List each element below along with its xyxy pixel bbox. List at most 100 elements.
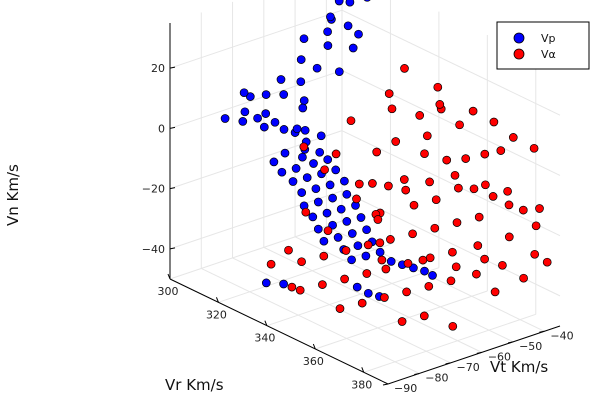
data-point-valpha [442, 155, 452, 165]
data-point-valpha [422, 131, 432, 141]
data-point-vp [240, 107, 250, 117]
legend-box [496, 21, 590, 70]
data-point-valpha [408, 229, 417, 239]
data-point-vp [309, 159, 318, 168]
data-point-vp [420, 266, 429, 276]
data-point-valpha [299, 142, 309, 152]
data-point-vp [347, 229, 357, 238]
data-point-vp [277, 167, 287, 177]
grid-line-x-floor [169, 220, 343, 280]
y-tick-label: −70 [457, 361, 480, 374]
y-tick-label: −80 [425, 371, 448, 384]
data-point-vp [280, 148, 290, 158]
data-point-vp [259, 122, 269, 132]
data-point-valpha [391, 137, 401, 146]
data-point-vp [352, 282, 362, 292]
data-point-vp [298, 103, 308, 113]
x-axis-label: Vr Km/s [165, 376, 224, 394]
z-tick-mark [169, 247, 176, 250]
data-point-vp [342, 189, 352, 199]
data-point-valpha [446, 276, 456, 286]
data-point-vp [253, 113, 262, 123]
grid-line-z-side [169, 130, 343, 190]
data-point-vp [291, 164, 301, 173]
data-point-vp [312, 63, 322, 73]
data-point-valpha [433, 82, 443, 92]
data-point-vp [311, 184, 321, 194]
grid-line-z-side [169, 190, 343, 250]
data-point-vp [328, 193, 337, 203]
data-point-vp [302, 173, 312, 182]
data-point-valpha [284, 245, 293, 255]
data-point-vp [300, 125, 310, 135]
data-point-valpha [363, 240, 373, 250]
data-point-vp [375, 247, 385, 257]
data-point-valpha [530, 249, 540, 259]
data-point-valpha [435, 100, 445, 109]
data-point-vp [238, 117, 248, 126]
data-point-valpha [386, 235, 395, 244]
data-point-valpha [375, 238, 385, 248]
data-point-valpha [340, 274, 349, 284]
legend-marker-valpha [513, 48, 525, 60]
data-point-valpha [401, 185, 411, 195]
data-point-valpha [480, 254, 489, 264]
data-point-vp [323, 27, 332, 37]
data-point-valpha [535, 204, 544, 213]
data-point-valpha [455, 120, 464, 130]
grid-line-x-floor [266, 267, 440, 327]
data-point-valpha [323, 226, 333, 236]
data-point-valpha [384, 89, 394, 98]
data-point-valpha [498, 260, 507, 270]
data-point-valpha [480, 149, 490, 159]
data-point-valpha [402, 287, 411, 297]
data-point-vp [348, 43, 358, 53]
y-tick-label: −60 [488, 350, 511, 363]
data-point-vp [362, 225, 371, 235]
data-point-valpha [472, 269, 481, 279]
data-point-valpha [377, 255, 387, 265]
data-point-vp [328, 220, 337, 230]
data-point-vp [356, 213, 366, 222]
grid-line-z-back [341, 69, 561, 176]
data-point-valpha [415, 111, 425, 120]
x-tick-mark [361, 367, 365, 373]
x-tick-label: 340 [254, 332, 275, 345]
data-point-valpha [399, 175, 409, 184]
data-point-valpha [431, 195, 441, 205]
data-point-valpha [320, 165, 329, 175]
data-point-vp [345, 0, 355, 7]
data-point-valpha [469, 184, 479, 194]
z-tick-label: 0 [158, 122, 165, 135]
data-point-valpha [508, 133, 518, 142]
data-point-valpha [380, 293, 389, 302]
data-point-valpha [454, 183, 463, 193]
data-point-vp [319, 236, 329, 246]
x-tick-label: 300 [158, 285, 179, 298]
data-point-vp [363, 288, 373, 298]
grid-line-x-floor [218, 243, 391, 303]
y-tick-mark [414, 372, 420, 375]
data-point-vp [270, 117, 280, 127]
data-point-vp [261, 109, 271, 118]
data-point-vp [326, 12, 335, 22]
data-point-valpha [372, 147, 382, 157]
data-point-valpha [542, 257, 552, 267]
data-point-vp [386, 257, 396, 266]
data-point-valpha [424, 281, 434, 291]
data-point-vp [292, 124, 302, 134]
data-point-valpha [488, 192, 498, 201]
data-point-vp [323, 41, 333, 50]
data-point-valpha [346, 116, 356, 126]
data-point-valpha [335, 304, 345, 313]
data-point-vp [279, 279, 288, 289]
y-tick-mark [476, 351, 482, 354]
data-point-vp [361, 251, 371, 261]
z-tick-label: −20 [142, 183, 165, 196]
z-tick-mark [169, 66, 176, 69]
data-point-valpha [357, 298, 367, 308]
data-point-vp [315, 147, 325, 157]
data-point-vp [239, 88, 249, 98]
data-point-valpha [352, 194, 361, 204]
data-point-valpha [531, 221, 541, 231]
